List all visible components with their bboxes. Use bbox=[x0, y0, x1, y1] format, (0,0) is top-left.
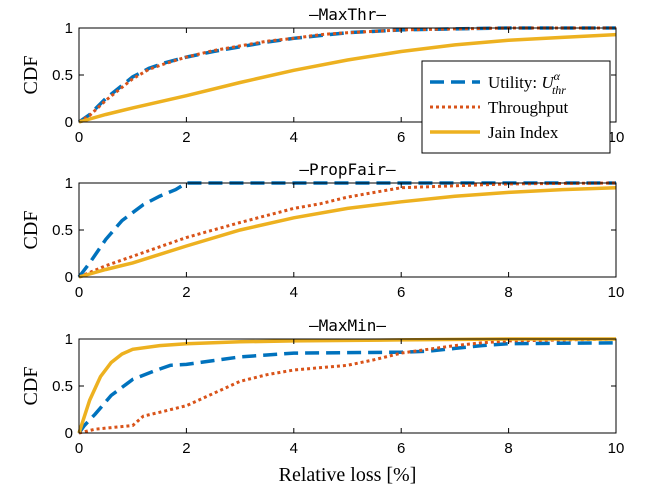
chart-2-xtick-label-2: 4 bbox=[290, 440, 298, 457]
chart-2-series-line-1 bbox=[78, 337, 617, 435]
chart-2-title: —MaxMin— bbox=[309, 316, 386, 335]
chart-0-xtick-label-5: 10 bbox=[608, 129, 625, 146]
chart-0-ytick-label-1: 0.5 bbox=[52, 67, 73, 84]
chart-2-xtick-label-0: 0 bbox=[75, 440, 83, 457]
chart-0-legend-label-1: Throughput bbox=[488, 98, 569, 117]
chart-2-series-group bbox=[77, 337, 617, 435]
chart-0-xtick-label-1: 2 bbox=[182, 129, 190, 146]
chart-2-panel: 0 2 4 6 8 10 0 0.5 1 CDF —MaxMin— Relative loss [%] bbox=[20, 316, 624, 486]
chart-0-ytick-label-2: 1 bbox=[65, 20, 73, 37]
chart-1-ytick-label-0: 0 bbox=[65, 269, 73, 286]
chart-1-xtick-label-4: 8 bbox=[504, 284, 512, 301]
chart-0-panel: 0 2 4 6 10 0 0.5 1 CDF —MaxThr— Utility: Uα thrThro… bbox=[20, 5, 625, 154]
chart-0-series-line-2 bbox=[78, 32, 617, 124]
chart-1-ytick-label-2: 1 bbox=[65, 175, 73, 192]
chart-2-ytick-label-0: 0 bbox=[65, 425, 73, 442]
chart-0-xtick-label-0: 0 bbox=[75, 129, 83, 146]
chart-2-xtick-label-3: 6 bbox=[397, 440, 405, 457]
chart-0-series-line-1 bbox=[78, 26, 616, 124]
chart-2-xtick-label-4: 8 bbox=[504, 440, 512, 457]
chart-1-ylabel: CDF bbox=[20, 211, 42, 250]
chart-2-xtick-label-1: 2 bbox=[182, 440, 190, 457]
chart-1-xtick-label-3: 6 bbox=[397, 284, 405, 301]
chart-1-xtick-label-2: 4 bbox=[290, 284, 298, 301]
chart-2-ytick-label-1: 0.5 bbox=[52, 378, 73, 395]
chart-0-legend-label-2: Jain Index bbox=[488, 123, 559, 142]
chart-0-series-group bbox=[77, 26, 617, 124]
chart-1-panel: 0 2 4 6 8 10 0 0.5 1 CDF —PropFair— bbox=[20, 160, 624, 301]
chart-1-xtick-label-5: 10 bbox=[608, 284, 625, 301]
chart-1-xtick-label-0: 0 bbox=[75, 284, 83, 301]
chart-2-xtick-label-5: 10 bbox=[608, 440, 625, 457]
chart-1-series-line-2 bbox=[78, 185, 617, 279]
chart-0-legend-label-0: Utility: Uα thr bbox=[488, 69, 566, 97]
chart-1-series-group bbox=[77, 181, 617, 279]
chart-1-title: —PropFair— bbox=[299, 160, 396, 179]
chart-1-series-line-1 bbox=[78, 181, 617, 279]
chart-0-legend-box bbox=[421, 60, 611, 154]
chart-2-ytick-label-2: 1 bbox=[65, 331, 73, 348]
chart-0-ytick-label-0: 0 bbox=[65, 114, 73, 131]
chart-2-ylabel: CDF bbox=[20, 367, 42, 406]
chart-0-xtick-label-3: 6 bbox=[397, 129, 405, 146]
chart-1-series-line-0 bbox=[77, 181, 616, 279]
chart-0-title: —MaxThr— bbox=[309, 5, 386, 24]
chart-2-xlabel: Relative loss [%] bbox=[279, 464, 417, 486]
chart-0-ylabel: CDF bbox=[20, 56, 42, 95]
chart-1-xtick-label-1: 2 bbox=[182, 284, 190, 301]
chart-1-ytick-label-1: 0.5 bbox=[52, 222, 73, 239]
chart-0-xtick-label-2: 4 bbox=[290, 129, 298, 146]
chart-2-series-line-0 bbox=[77, 341, 617, 435]
